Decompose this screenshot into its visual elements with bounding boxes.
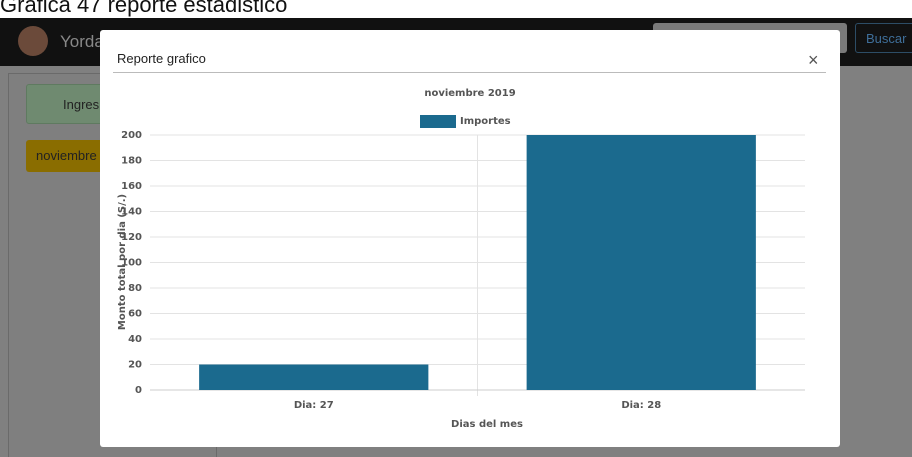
y-axis-title: Monto total por dia (S/.) <box>117 194 128 330</box>
chart: noviembre 2019 Dias del mes Monto total … <box>117 88 805 430</box>
y-tick-label: 40 <box>128 334 142 345</box>
modal-divider <box>113 72 826 73</box>
x-tick-label: Dia: 28 <box>621 400 661 411</box>
avatar <box>18 26 48 56</box>
y-tick-label: 180 <box>121 156 142 167</box>
modal: Reporte grafico × noviembre 2019 Dias de… <box>100 30 840 447</box>
y-tick-label: 100 <box>121 258 142 269</box>
legend-swatch <box>420 115 456 128</box>
y-tick-label: 160 <box>121 181 142 192</box>
y-tick-label: 80 <box>128 283 142 294</box>
x-axis-title: Dias del mes <box>451 419 523 430</box>
close-button[interactable]: × <box>808 50 819 70</box>
y-tick-label: 120 <box>121 232 142 243</box>
user-name: Yorda <box>60 32 104 51</box>
y-tick-label: 0 <box>135 385 142 396</box>
bar <box>199 364 429 390</box>
legend-label: Importes <box>460 116 511 127</box>
chart-title: noviembre 2019 <box>424 88 515 99</box>
y-tick-label: 200 <box>121 130 142 141</box>
search-button[interactable]: Buscar <box>855 23 912 53</box>
y-tick-label: 140 <box>121 207 142 218</box>
x-tick-label: Dia: 27 <box>294 400 334 411</box>
bar <box>526 135 756 390</box>
caption: Grafica 47 reporte estadistico <box>0 0 288 17</box>
modal-title: Reporte grafico <box>117 51 206 66</box>
y-tick-label: 20 <box>128 360 142 371</box>
y-tick-label: 60 <box>128 309 142 320</box>
